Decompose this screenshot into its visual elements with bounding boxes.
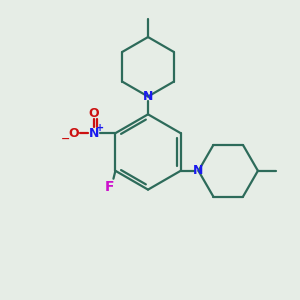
Text: F: F [105,180,114,194]
Text: N: N [88,127,99,140]
Text: O: O [88,107,99,120]
Text: −: − [61,134,70,144]
Text: O: O [68,127,79,140]
Text: +: + [97,123,105,133]
Text: N: N [143,90,153,103]
Text: N: N [193,164,204,177]
